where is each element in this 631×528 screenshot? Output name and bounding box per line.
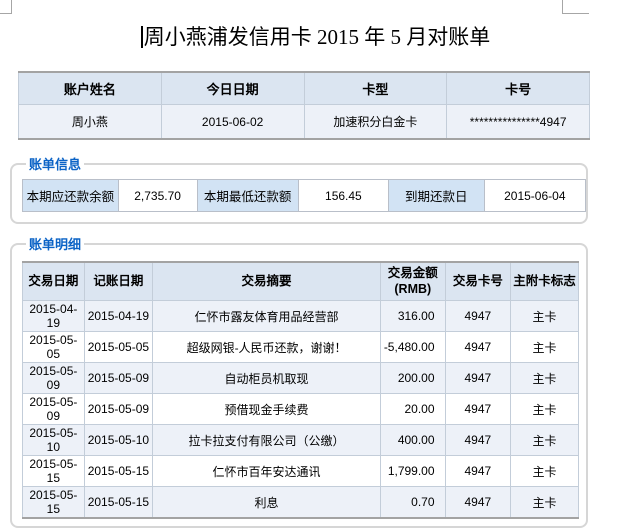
bill-detail-table: 交易日期 记账日期 交易摘要 交易金额 (RMB) 交易卡号 主附卡标志 201… bbox=[22, 261, 579, 519]
posting-date-cell: 2015-05-15 bbox=[83, 486, 154, 519]
posting-date-header: 记账日期 bbox=[83, 261, 154, 301]
posting-date-cell: 2015-05-05 bbox=[83, 331, 154, 363]
transaction-card-cell: 4947 bbox=[444, 362, 512, 394]
account-summary-header-row: 账户姓名 今日日期 卡型 卡号 bbox=[18, 71, 590, 105]
transaction-amount-cell: 400.00 bbox=[380, 424, 446, 456]
transaction-card-cell: 4947 bbox=[444, 455, 512, 487]
account-name-cell: 周小燕 bbox=[18, 104, 162, 140]
card-flag-cell: 主卡 bbox=[510, 393, 579, 425]
bill-detail-legend: 账单明细 bbox=[29, 237, 82, 252]
transaction-date-header: 交易日期 bbox=[22, 261, 85, 301]
transaction-date-cell: 2015-05-15 bbox=[22, 486, 85, 519]
transaction-summary-cell: 预借现金手续费 bbox=[152, 393, 382, 425]
card-flag-cell: 主卡 bbox=[510, 300, 579, 332]
card-type-header: 卡型 bbox=[303, 71, 448, 105]
table-row: 2015-05-15 2015-05-15 利息 0.70 4947 主卡 bbox=[22, 486, 579, 519]
posting-date-cell: 2015-04-19 bbox=[83, 300, 154, 332]
table-row: 周小燕 2015-06-02 加速积分白金卡 ***************4947 bbox=[18, 104, 590, 140]
card-number-cell: ***************4947 bbox=[446, 104, 590, 140]
transaction-summary-header: 交易摘要 bbox=[152, 261, 382, 301]
transaction-date-cell: 2015-05-05 bbox=[22, 331, 85, 363]
transaction-summary-cell: 利息 bbox=[152, 486, 382, 519]
text-cursor bbox=[140, 26, 143, 48]
today-date-cell: 2015-06-02 bbox=[160, 104, 305, 140]
statement-document: { "colors": { "accent_blue": "#0b63c6", … bbox=[0, 0, 616, 528]
transaction-card-header: 交易卡号 bbox=[444, 261, 512, 301]
bill-info-legend: 账单信息 bbox=[29, 157, 82, 172]
bill-detail-section: 账单明细 交易日期 记账日期 交易摘要 交易金额 (RMB) 交易卡号 主附卡标… bbox=[10, 234, 588, 528]
transaction-amount-header: 交易金额 (RMB) bbox=[380, 261, 446, 301]
due-date-label: 到期还款日 bbox=[387, 179, 485, 212]
transaction-card-cell: 4947 bbox=[444, 331, 512, 363]
due-date-value: 2015-06-04 bbox=[483, 179, 587, 212]
page-title: 周小燕浦发信用卡 2015 年 5 月对账单 bbox=[16, 0, 616, 51]
transaction-date-cell: 2015-05-10 bbox=[22, 424, 85, 456]
page-margin-mark-right bbox=[562, 0, 589, 14]
transaction-date-cell: 2015-05-09 bbox=[22, 362, 85, 394]
transaction-summary-cell: 仁怀市百年安达通讯 bbox=[152, 455, 382, 487]
table-row: 2015-05-09 2015-05-09 自动柜员机取现 200.00 4947 主卡 bbox=[22, 362, 579, 394]
account-summary-table: 账户姓名 今日日期 卡型 卡号 周小燕 2015-06-02 加速积分白金卡 ****… bbox=[18, 71, 590, 140]
table-row: 2015-05-10 2015-05-10 拉卡拉支付有限公司（公缴） 400.00 4… bbox=[22, 424, 579, 456]
transaction-date-cell: 2015-05-09 bbox=[22, 393, 85, 425]
transaction-amount-cell: 20.00 bbox=[380, 393, 446, 425]
table-row: 2015-05-15 2015-05-15 仁怀市百年安达通讯 1,799.00 494… bbox=[22, 455, 579, 487]
posting-date-cell: 2015-05-15 bbox=[83, 455, 154, 487]
transaction-summary-cell: 超级网银-人民币还款，谢谢！ bbox=[152, 331, 382, 363]
card-type-cell: 加速积分白金卡 bbox=[303, 104, 448, 140]
transaction-amount-cell: 316.00 bbox=[380, 300, 446, 332]
posting-date-cell: 2015-05-09 bbox=[83, 393, 154, 425]
card-flag-cell: 主卡 bbox=[510, 362, 579, 394]
page-margin-mark-left bbox=[0, 0, 12, 14]
transaction-amount-cell: 200.00 bbox=[380, 362, 446, 394]
transaction-date-cell: 2015-04-19 bbox=[22, 300, 85, 332]
minimum-payment-label: 本期最低还款额 bbox=[196, 179, 299, 212]
transaction-amount-cell: 1,799.00 bbox=[380, 455, 446, 487]
transaction-summary-cell: 仁怀市露友体育用品经营部 bbox=[152, 300, 382, 332]
posting-date-cell: 2015-05-09 bbox=[83, 362, 154, 394]
page-title-text: 周小燕浦发信用卡 2015 年 5 月对账单 bbox=[143, 25, 491, 49]
table-row: 2015-04-19 2015-04-19 仁怀市露友体育用品经营部 316.00 49… bbox=[22, 300, 579, 332]
bill-info-section: 账单信息 本期应还款余额 2,735.70 本期最低还款额 156.45 到期还… bbox=[10, 154, 588, 224]
transaction-card-cell: 4947 bbox=[444, 486, 512, 519]
table-row: 2015-05-09 2015-05-09 预借现金手续费 20.00 4947 主卡 bbox=[22, 393, 579, 425]
transaction-summary-cell: 拉卡拉支付有限公司（公缴） bbox=[152, 424, 382, 456]
card-flag-cell: 主卡 bbox=[510, 424, 579, 456]
bill-detail-header-row: 交易日期 记账日期 交易摘要 交易金额 (RMB) 交易卡号 主附卡标志 bbox=[22, 261, 579, 301]
posting-date-cell: 2015-05-10 bbox=[83, 424, 154, 456]
card-flag-cell: 主卡 bbox=[510, 455, 579, 487]
card-flag-header: 主附卡标志 bbox=[510, 261, 579, 301]
table-row: 2015-05-05 2015-05-05 超级网银-人民币还款，谢谢！ -5,480… bbox=[22, 331, 579, 363]
minimum-payment-value: 156.45 bbox=[297, 179, 389, 212]
account-name-header: 账户姓名 bbox=[18, 71, 162, 105]
card-flag-cell: 主卡 bbox=[510, 486, 579, 519]
card-flag-cell: 主卡 bbox=[510, 331, 579, 363]
transaction-amount-cell: -5,480.00 bbox=[380, 331, 446, 363]
transaction-amount-cell: 0.70 bbox=[380, 486, 446, 519]
bill-info-table: 本期应还款余额 2,735.70 本期最低还款额 156.45 到期还款日 20… bbox=[22, 179, 587, 212]
balance-due-value: 2,735.70 bbox=[117, 179, 198, 212]
today-date-header: 今日日期 bbox=[160, 71, 305, 105]
transaction-date-cell: 2015-05-15 bbox=[22, 455, 85, 487]
bill-info-row: 本期应还款余额 2,735.70 本期最低还款额 156.45 到期还款日 20… bbox=[22, 179, 587, 212]
card-number-header: 卡号 bbox=[446, 71, 590, 105]
transaction-summary-cell: 自动柜员机取现 bbox=[152, 362, 382, 394]
transaction-card-cell: 4947 bbox=[444, 424, 512, 456]
balance-due-label: 本期应还款余额 bbox=[22, 179, 119, 212]
transaction-card-cell: 4947 bbox=[444, 393, 512, 425]
transaction-card-cell: 4947 bbox=[444, 300, 512, 332]
